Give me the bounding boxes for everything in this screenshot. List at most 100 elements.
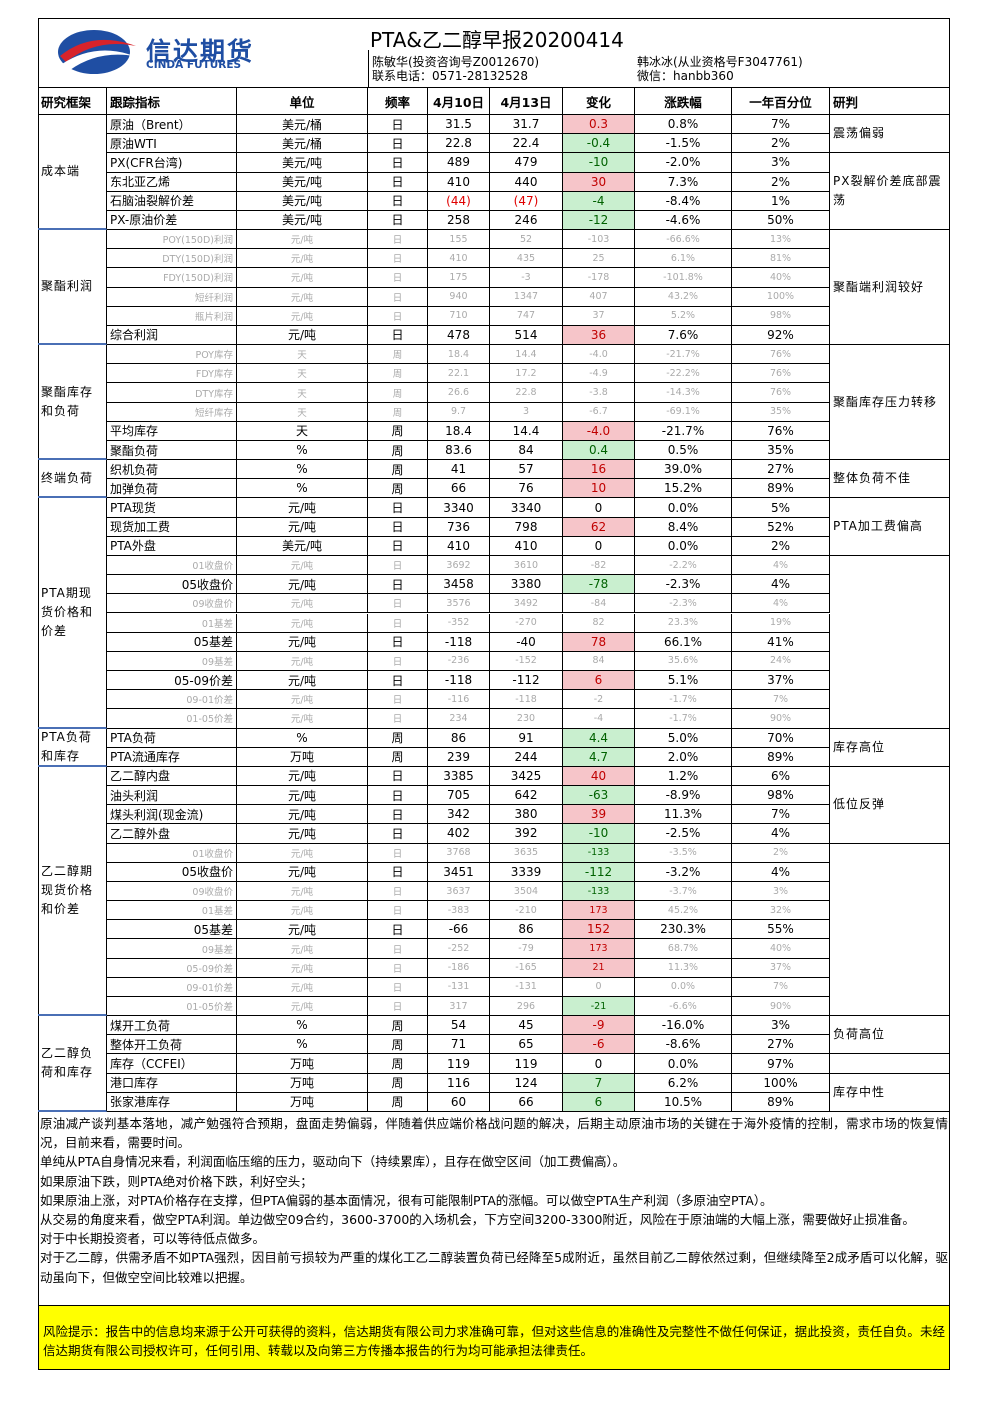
value: 65 [490,1035,563,1055]
value: 116 [428,1073,490,1093]
value: 日 [368,555,428,576]
value: 410 [490,536,563,556]
value: 479 [490,153,563,173]
indicator: 05基差 [107,632,237,652]
value: -63 [563,786,635,806]
value: 89% [732,747,830,767]
value: 元/吨 [237,230,368,250]
value: 日 [368,786,428,806]
value: -1.7% [635,690,732,710]
value: 4% [732,824,830,844]
value: 41 [428,460,490,480]
indicator: 瓶片利润 [107,306,237,326]
value: 周 [368,479,428,499]
value: -112 [490,671,563,691]
section-label: 终端负荷 [38,460,107,499]
value: -6.6% [635,996,732,1017]
value: 元/吨 [237,766,368,787]
value: 元/吨 [237,555,368,576]
title: PTA&乙二醇早报20200414 [370,28,624,52]
value: -9 [563,1016,635,1036]
value: 489 [428,153,490,173]
value: 173 [563,901,635,921]
value: 45 [490,1016,563,1036]
value: -16.0% [635,1016,732,1036]
value: 35.6% [635,651,732,672]
value: 日 [368,191,428,211]
value: 元/吨 [237,901,368,921]
value: 万吨 [237,1092,368,1112]
indicator: 05-09价差 [107,671,237,691]
value: 98% [732,786,830,806]
value: 万吨 [237,747,368,767]
column-header: 4月13日 [490,88,563,115]
value: 736 [428,517,490,537]
value: 27% [732,460,830,480]
indicator: 01收盘价 [107,555,237,576]
value: -0.4 [563,134,635,154]
value: 日 [368,325,428,346]
value: 周 [368,421,428,441]
column-header: 单位 [237,88,368,115]
indicator: 短纤利润 [107,287,237,307]
value: 1347 [490,287,563,307]
value: 62 [563,517,635,537]
value: -4 [563,191,635,211]
value: 元/吨 [237,287,368,307]
value: -112 [563,862,635,882]
value: 100% [732,1073,830,1093]
indicator: 聚酯负荷 [107,440,237,461]
value: 日 [368,651,428,672]
value: -4 [563,709,635,729]
value: 日 [368,517,428,537]
value: 14.4 [490,345,563,365]
value: 3% [732,153,830,173]
value: 日 [368,671,428,691]
value: 7% [732,805,830,825]
value: 10 [563,479,635,499]
value: 天 [237,345,368,365]
indicator: 09基差 [107,939,237,959]
value: -131 [428,977,490,997]
value: 710 [428,306,490,326]
column-header: 涨跌幅 [635,88,732,115]
value: -6.7 [563,402,635,422]
value: 日 [368,153,428,173]
value: 22.4 [490,134,563,154]
value: 元/吨 [237,268,368,288]
indicator: 01基差 [107,613,237,633]
value: 798 [490,517,563,537]
value: 日 [368,536,428,556]
value: 日 [368,958,428,978]
value: 周 [368,1073,428,1093]
value: 0.4 [563,440,635,461]
value: -131 [490,977,563,997]
value: 3637 [428,881,490,902]
value: 日 [368,594,428,614]
value: 70% [732,728,830,748]
indicator: 05收盘价 [107,862,237,882]
value: 21 [563,958,635,978]
indicator: 09-01价差 [107,977,237,997]
value: 周 [368,728,428,748]
value: 258 [428,210,490,231]
value: 82 [563,613,635,633]
value: 周 [368,1035,428,1055]
value: 18.4 [428,345,490,365]
value: 435 [490,249,563,269]
value: 4.7 [563,747,635,767]
value: 76% [732,383,830,403]
value: 5% [732,498,830,518]
column-header: 研判 [830,88,950,115]
indicator: 乙二醇外盘 [107,824,237,844]
value: 3339 [490,862,563,882]
value: -12 [563,210,635,231]
value: -236 [428,651,490,672]
value: 周 [368,440,428,461]
value: 22.8 [428,134,490,154]
value: -4.6% [635,210,732,231]
value: 78 [563,632,635,652]
indicator: 05-09价差 [107,958,237,978]
value: 66 [428,479,490,499]
value: 日 [368,287,428,307]
